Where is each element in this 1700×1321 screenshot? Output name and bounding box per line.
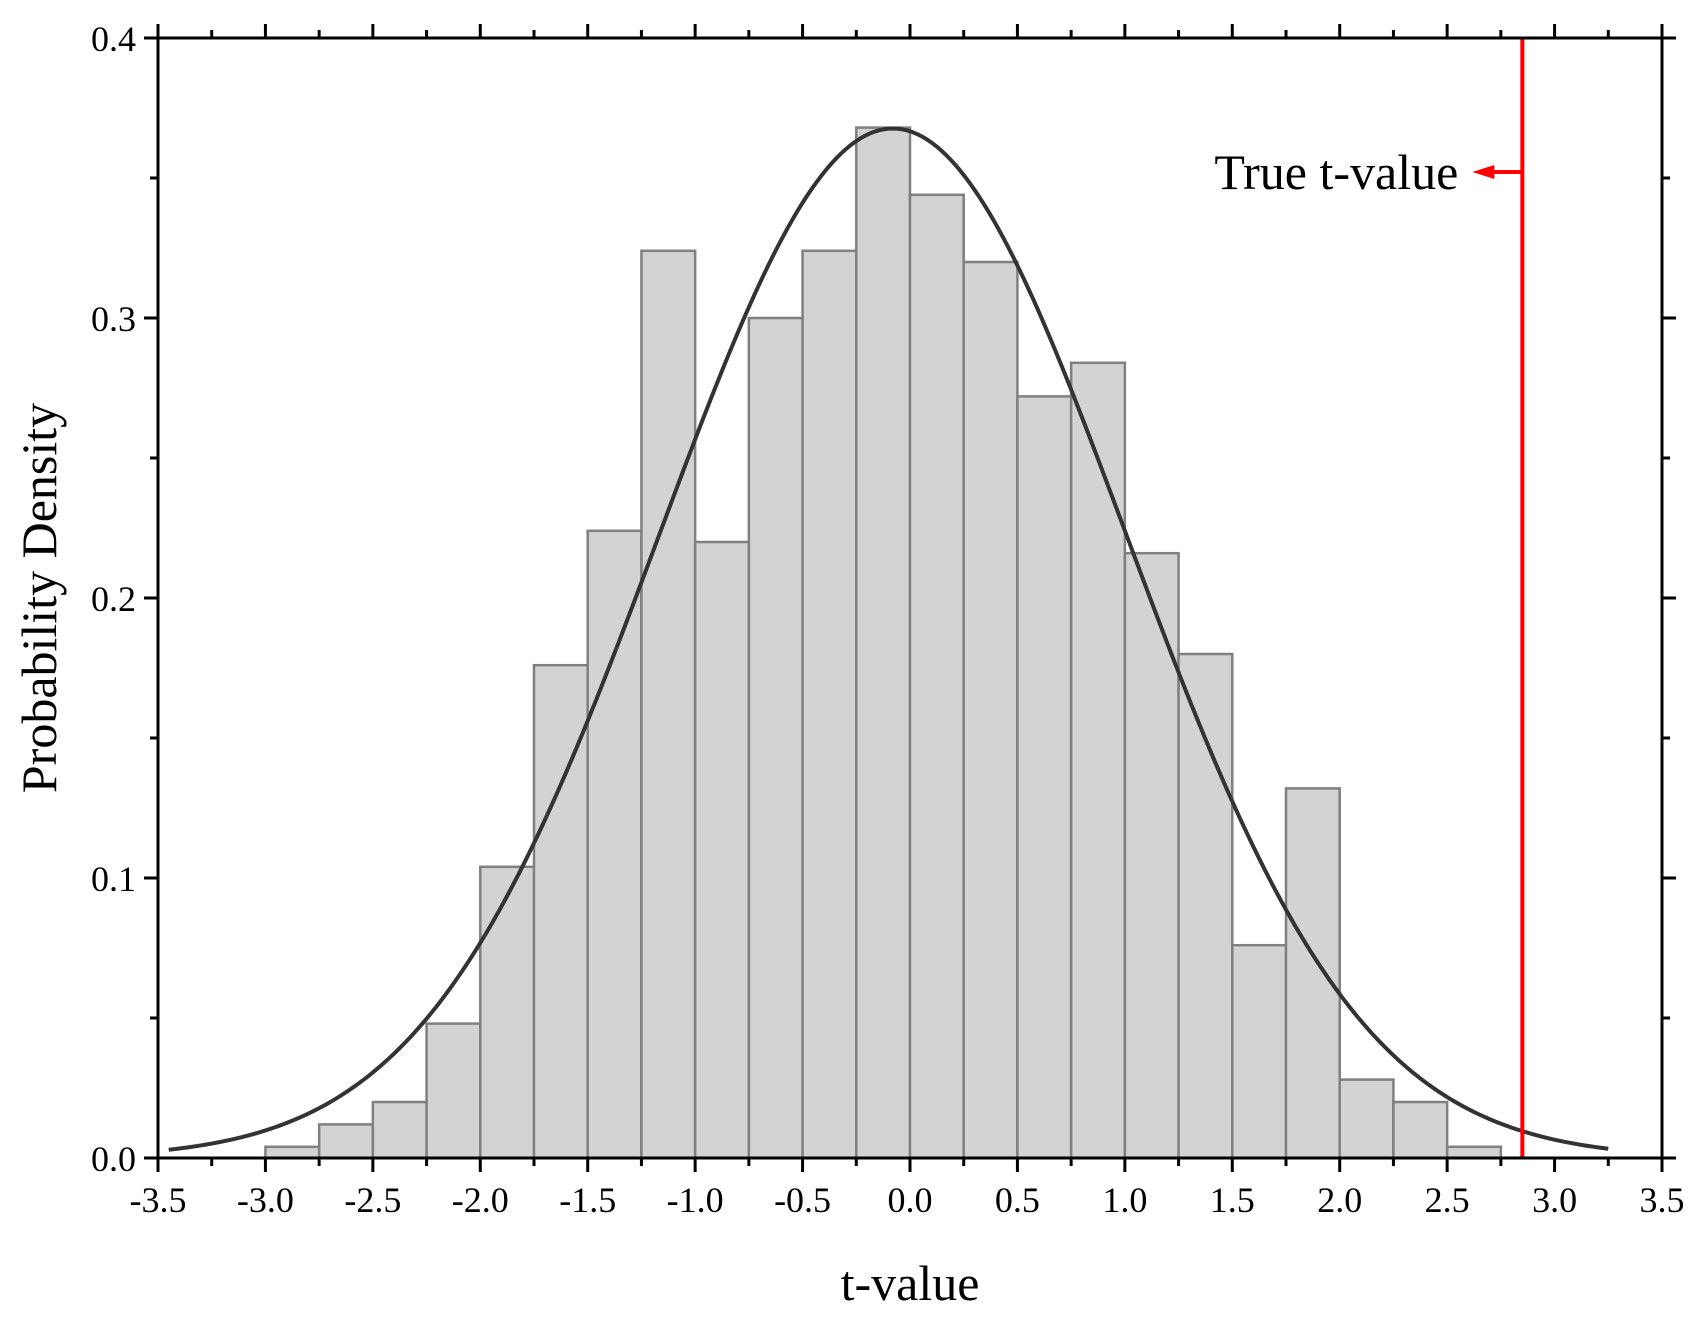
x-tick-label: -2.0 <box>452 1180 509 1220</box>
y-axis-title: Probability Density <box>11 403 67 793</box>
histogram-bar <box>1284 787 1341 1160</box>
histogram-bar <box>1016 395 1073 1160</box>
x-tick-label: 2.0 <box>1317 1180 1362 1220</box>
x-axis-title: t-value <box>841 1255 980 1311</box>
histogram-bar <box>801 249 858 1160</box>
x-tick-label: 0.0 <box>888 1180 933 1220</box>
x-tick-label: -3.5 <box>130 1180 187 1220</box>
true-t-value-arrowhead <box>1472 165 1495 179</box>
true-t-value-label: True t-value <box>1214 144 1458 200</box>
y-tick-label: 0.2 <box>91 579 136 619</box>
histogram-bar <box>1392 1100 1449 1160</box>
x-tick-label: -0.5 <box>774 1180 831 1220</box>
y-tick-labels: 0.0 0.1 0.2 0.3 0.4 <box>91 19 136 1179</box>
axis-ticks <box>144 24 1676 1172</box>
x-tick-label: -3.0 <box>237 1180 294 1220</box>
x-tick-label: -2.5 <box>344 1180 401 1220</box>
histogram-bar <box>479 865 536 1160</box>
histogram-bar <box>1445 1145 1503 1160</box>
histogram-bar <box>640 249 697 1160</box>
y-tick-label: 0.3 <box>91 299 136 339</box>
histogram-bar <box>317 1123 375 1160</box>
histogram-bar <box>1231 943 1288 1160</box>
histogram-bar <box>1338 1078 1395 1160</box>
histogram-bar <box>371 1100 428 1160</box>
x-tick-label: -1.5 <box>559 1180 616 1220</box>
histogram-bar <box>693 540 751 1160</box>
y-tick-label: 0.4 <box>91 19 136 59</box>
x-tick-labels: -3.5 -3.0 -2.5 -2.0 -1.5 -1.0 -0.5 0.0 0.5 1.0 1.5… <box>130 1180 1685 1220</box>
histogram-bar <box>908 193 965 1160</box>
fitted-normal-curve <box>168 126 1609 1152</box>
y-tick-label: 0.1 <box>91 859 136 899</box>
y-tick-label: 0.0 <box>91 1139 136 1179</box>
histogram-bar <box>747 316 804 1160</box>
histogram-bar <box>425 1022 482 1160</box>
x-tick-label: 3.5 <box>1640 1180 1685 1220</box>
x-tick-label: -1.0 <box>667 1180 724 1220</box>
histogram-bar <box>264 1145 321 1160</box>
histogram-bar <box>962 260 1019 1160</box>
histogram-bars <box>264 126 1503 1160</box>
histogram-bar <box>855 126 912 1160</box>
histogram-bar <box>1069 361 1127 1160</box>
x-tick-label: 3.0 <box>1532 1180 1577 1220</box>
histogram-bar <box>586 529 643 1160</box>
x-tick-label: 1.0 <box>1102 1180 1147 1220</box>
x-tick-label: 2.5 <box>1425 1180 1470 1220</box>
histogram-bar <box>1123 551 1180 1160</box>
x-tick-label: 1.5 <box>1210 1180 1255 1220</box>
x-tick-label: 0.5 <box>995 1180 1040 1220</box>
histogram-bar <box>1177 652 1234 1160</box>
